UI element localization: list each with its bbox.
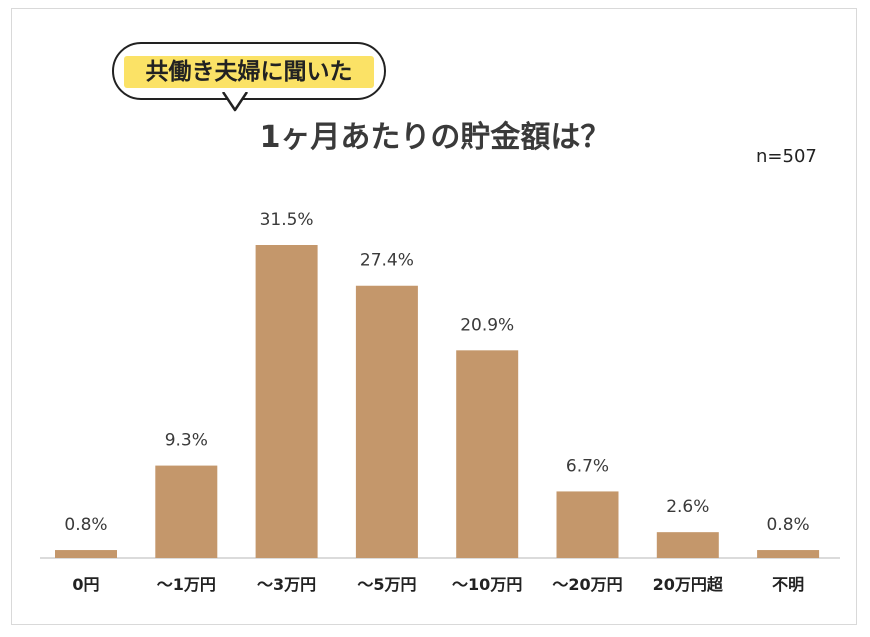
category-label-4: ～10万円: [452, 575, 522, 594]
value-label-4: 20.9%: [460, 315, 514, 335]
category-label-3: ～5万円: [357, 575, 416, 594]
value-label-7: 0.8%: [766, 515, 809, 535]
bar-1: [155, 465, 218, 558]
bar-5: [556, 491, 619, 558]
chart-title: 1ヶ月あたりの貯金額は？: [259, 120, 611, 155]
callout-highlight: [124, 56, 374, 88]
value-label-3: 27.4%: [360, 251, 414, 271]
bar-2: [255, 245, 318, 558]
value-label-5: 6.7%: [566, 456, 609, 476]
sample-size-label: n=507: [756, 146, 817, 167]
value-label-0: 0.8%: [64, 515, 107, 535]
category-label-5: ～20万円: [552, 575, 622, 594]
value-label-6: 2.6%: [666, 497, 709, 517]
callout-text: 共働き夫婦に聞いた: [145, 59, 353, 85]
bar-6: [656, 532, 719, 558]
category-label-6: 20万円超: [653, 575, 724, 594]
bar-3: [355, 285, 418, 558]
category-label-2: ～3万円: [257, 575, 316, 594]
chart-frame: [11, 8, 857, 625]
value-label-2: 31.5%: [260, 210, 314, 230]
category-label-0: 0円: [72, 575, 99, 594]
speech-bubble-tail: [222, 92, 248, 112]
bar-0: [55, 550, 117, 558]
bar-7: [757, 550, 820, 558]
category-label-1: ～1万円: [157, 575, 216, 594]
value-label-1: 9.3%: [165, 431, 208, 451]
bar-4: [456, 350, 519, 558]
category-label-7: 不明: [772, 575, 804, 594]
